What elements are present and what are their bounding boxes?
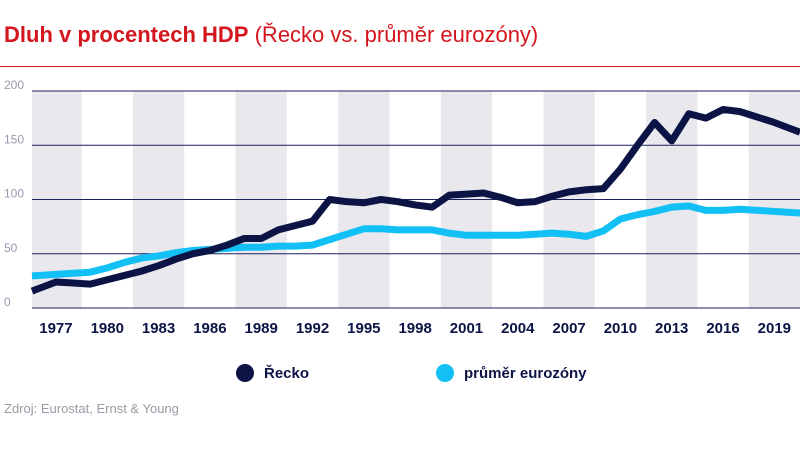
x-tick-label: 1995 <box>347 320 380 337</box>
legend-marker-greece <box>236 364 254 382</box>
line-chart: 0 50 100 150 200 1977 1980 1983 1986 1989 1992 1995… <box>4 78 800 337</box>
x-tick-label: 2013 <box>655 320 688 337</box>
x-tick-label: 1983 <box>142 320 175 337</box>
title-divider <box>0 66 800 67</box>
legend-label-eurozone: průměr eurozóny <box>464 364 587 382</box>
y-tick-label: 0 <box>4 295 11 309</box>
x-tick-label: 2010 <box>604 320 637 337</box>
y-tick-label: 200 <box>4 78 24 92</box>
x-tick-label: 1980 <box>91 320 124 337</box>
x-tick-label: 2019 <box>758 320 791 337</box>
x-tick-label: 2007 <box>552 320 585 337</box>
legend-item-eurozone: průměr eurozóny <box>436 364 587 382</box>
x-tick-label: 1992 <box>296 320 329 337</box>
x-tick-label: 1989 <box>245 320 278 337</box>
legend-item-greece: Řecko <box>236 364 309 382</box>
x-tick-label: 2001 <box>450 320 483 337</box>
legend-label-greece: Řecko <box>264 364 310 382</box>
y-tick-label: 150 <box>4 132 24 146</box>
legend-marker-eurozone <box>436 364 454 382</box>
y-tick-label: 100 <box>4 187 24 201</box>
x-tick-label: 1998 <box>398 320 431 337</box>
x-tick-label: 1986 <box>193 320 226 337</box>
x-tick-label: 2004 <box>501 320 535 337</box>
y-tick-label: 50 <box>4 241 18 255</box>
title-subtitle: (Řecko vs. průměr eurozóny) <box>254 22 539 47</box>
source-note: Zdroj: Eurostat, Ernst & Young <box>4 401 179 416</box>
x-tick-label: 1977 <box>39 320 72 337</box>
title-bold: Dluh v procentech HDP <box>4 22 249 47</box>
chart-title: Dluh v procentech HDP (Řecko vs. průměr … <box>4 22 538 48</box>
x-tick-label: 2016 <box>706 320 739 337</box>
